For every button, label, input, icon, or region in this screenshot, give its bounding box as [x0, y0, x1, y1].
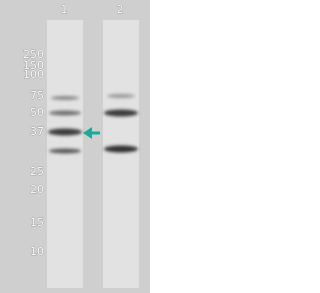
band — [51, 96, 79, 100]
lane-strip — [103, 20, 139, 288]
band — [107, 94, 135, 98]
marker-label: 50 — [30, 106, 44, 119]
arrow — [83, 127, 100, 139]
arrow-head — [83, 127, 92, 139]
lane-label: 2 — [117, 3, 124, 16]
marker-label: 25 — [30, 165, 44, 178]
marker-label: 75 — [30, 89, 44, 102]
band — [48, 128, 82, 136]
marker-label: 15 — [30, 216, 44, 229]
lane-label: 1 — [61, 3, 68, 16]
marker-label: 100 — [23, 68, 44, 81]
band — [104, 145, 138, 153]
lane-strip — [47, 20, 83, 288]
marker-label: 10 — [30, 245, 44, 258]
band — [49, 148, 81, 154]
bands — [48, 94, 138, 154]
band — [104, 109, 138, 117]
marker-label: 20 — [30, 183, 44, 196]
marker-label: 250 — [23, 48, 44, 61]
marker-label: 37 — [30, 125, 44, 138]
marker-label: 150 — [23, 59, 44, 72]
band — [49, 110, 81, 116]
